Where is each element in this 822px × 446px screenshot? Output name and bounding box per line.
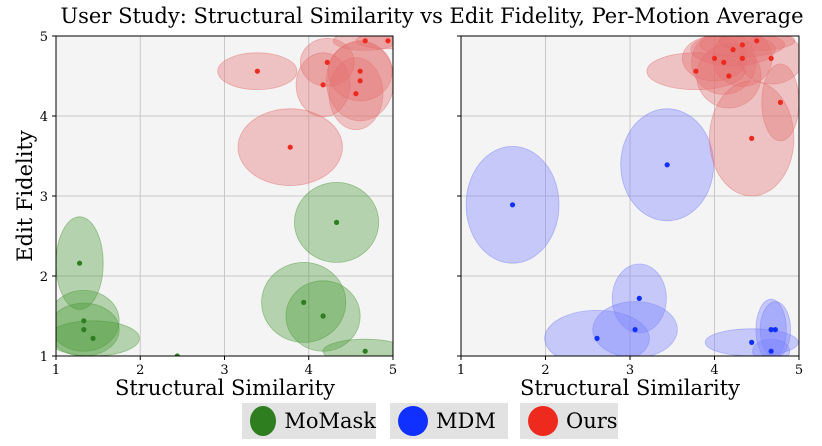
legend-swatch-momask	[250, 406, 277, 436]
y-tick-label: 1	[40, 350, 48, 365]
y-tick-label: 5	[40, 30, 48, 45]
y-tick-label: 2	[40, 270, 48, 285]
right-x-axis-label: Structural Similarity	[520, 376, 740, 400]
legend-item-mdm: MDM	[390, 403, 508, 439]
legend-label-momask: MoMask	[284, 409, 376, 433]
legend-label-mdm: MDM	[436, 409, 496, 433]
x-tick-label: 1	[457, 363, 465, 378]
x-tick-label: 4	[305, 363, 313, 378]
ours-point	[320, 82, 326, 88]
mdm-point	[632, 327, 638, 333]
ours-point	[739, 55, 745, 62]
x-tick-label: 1	[52, 363, 60, 378]
data-layer	[465, 36, 799, 356]
legend-label-ours: Ours	[566, 409, 618, 433]
ours-point	[385, 38, 391, 44]
ours-error-ellipse	[332, 36, 393, 51]
ours-point	[324, 59, 330, 65]
mdm-point	[594, 335, 600, 341]
left-x-axis-label: Structural Similarity	[115, 376, 335, 400]
momask-error-ellipse	[56, 302, 120, 356]
ours-point	[357, 68, 363, 74]
x-tick-label: 2	[136, 363, 144, 378]
legend-item-ours: Ours	[520, 403, 618, 439]
mdm-error-ellipse	[544, 310, 650, 356]
momask-point	[81, 327, 87, 333]
x-tick-label: 4	[710, 363, 718, 378]
mdm-point	[509, 202, 516, 208]
ours-point	[749, 135, 755, 141]
mdm-point	[768, 327, 774, 333]
ours-point	[768, 55, 774, 62]
momask-point	[320, 313, 326, 319]
data-layer	[56, 36, 393, 356]
ours-point	[754, 38, 760, 44]
y-tick-label: 4	[40, 110, 48, 125]
momask-point	[81, 318, 87, 324]
momask-point	[174, 353, 180, 356]
left-plot: 1 2 3 4 5 1 2 3 4 5	[40, 30, 397, 378]
ours-point	[777, 99, 784, 105]
ours-point	[721, 59, 727, 65]
mdm-point	[749, 339, 755, 345]
mdm-point	[664, 162, 670, 168]
momask-point	[76, 260, 83, 266]
legend: MoMask MDM Ours	[0, 403, 822, 439]
x-tick-label: 3	[220, 363, 228, 378]
y-axis-label: Edit Fidelity	[13, 130, 37, 262]
ours-point	[726, 73, 732, 79]
ours-point	[287, 144, 293, 150]
ours-point	[353, 91, 359, 97]
x-tick-label: 3	[626, 363, 634, 378]
momask-point	[333, 219, 340, 225]
momask-error-ellipse	[322, 338, 393, 356]
momask-point	[362, 348, 368, 354]
legend-swatch-ours	[528, 406, 558, 436]
y-tick-label: 3	[40, 190, 48, 205]
ours-point	[362, 38, 368, 44]
right-plot: 1 2 3 4 5	[457, 35, 803, 378]
chart-title: User Study: Structural Similarity vs Edi…	[60, 4, 803, 28]
ours-point	[739, 42, 745, 48]
ours-point	[730, 47, 736, 53]
mdm-point	[772, 327, 778, 333]
figure: User Study: Structural Similarity vs Edi…	[13, 4, 804, 400]
ours-point	[693, 68, 699, 74]
momask-point	[301, 299, 307, 305]
legend-item-momask: MoMask	[242, 403, 376, 439]
ours-point	[254, 68, 260, 74]
mdm-point	[636, 295, 642, 301]
ours-error-ellipse	[738, 36, 799, 85]
x-tick-label: 5	[795, 363, 803, 378]
momask-point	[90, 335, 96, 341]
ours-point	[711, 55, 718, 62]
ours-point	[357, 78, 363, 84]
x-tick-label: 5	[389, 363, 397, 378]
mdm-point	[768, 348, 774, 354]
mdm-error-ellipse	[752, 338, 791, 356]
legend-swatch-mdm	[398, 406, 428, 436]
x-tick-label: 2	[541, 363, 549, 378]
